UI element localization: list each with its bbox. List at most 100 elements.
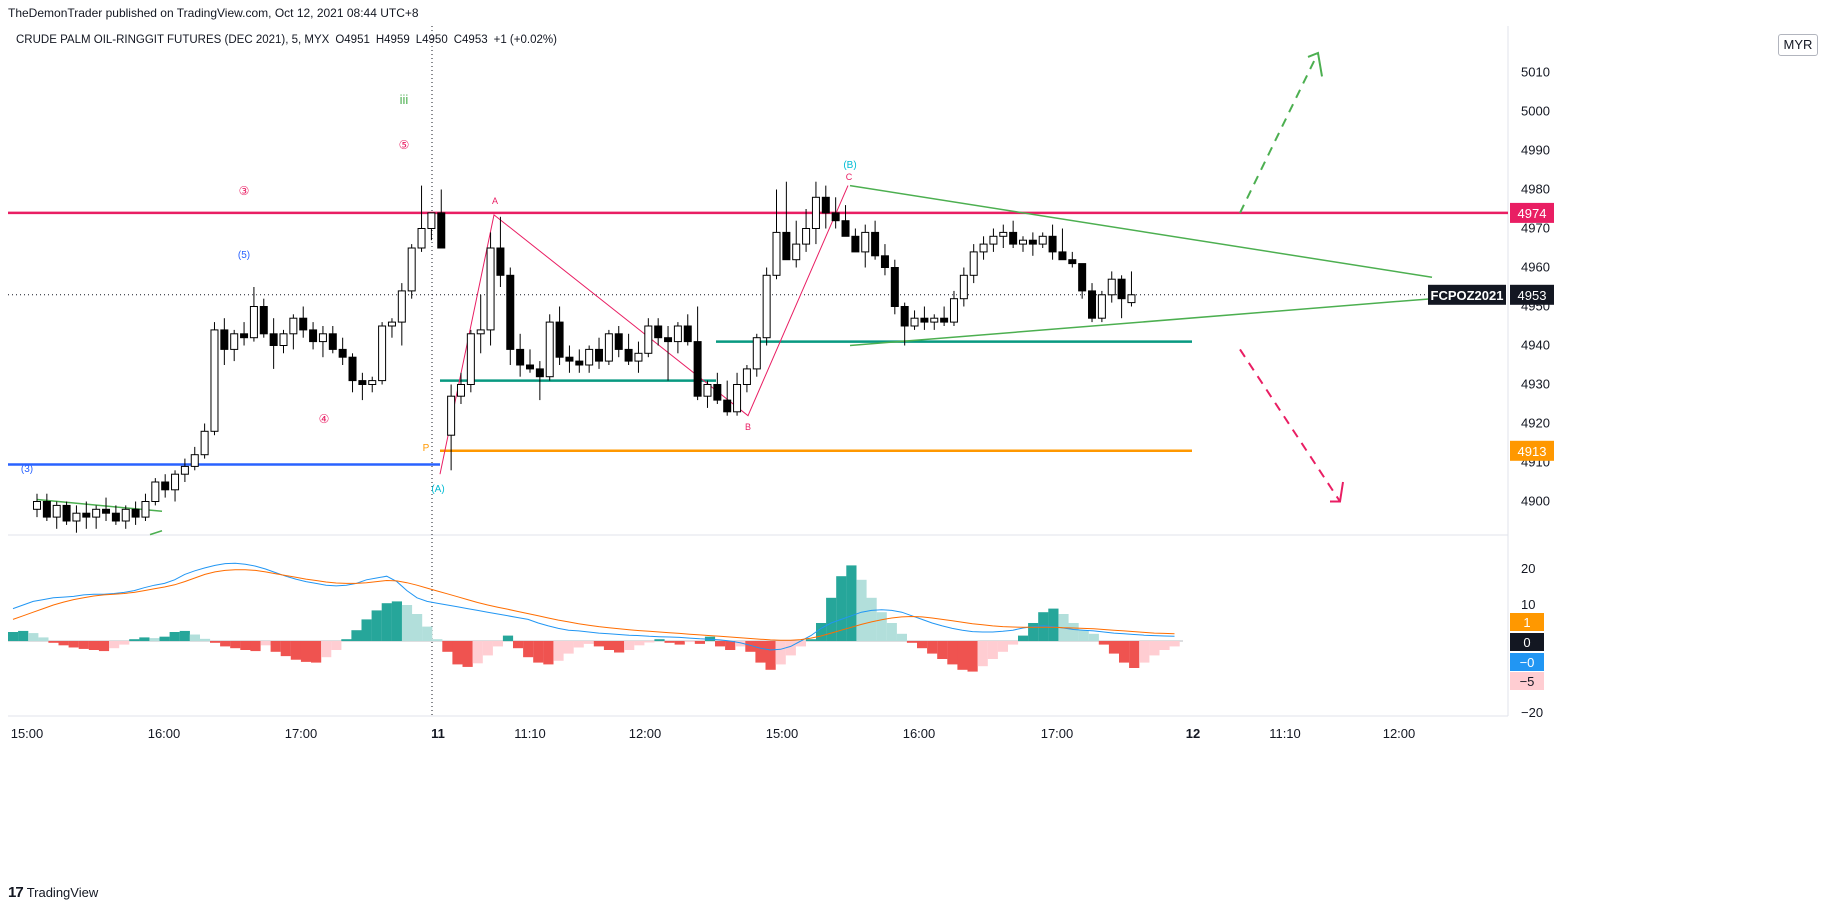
candle-body [634, 352, 643, 362]
macd-histogram-bar [199, 638, 211, 641]
wave-label-b: B [745, 422, 751, 432]
macd-histogram-bar [1048, 608, 1059, 641]
footer-brand[interactable]: 17 TradingView [8, 884, 98, 901]
symbol-name[interactable]: CRUDE PALM OIL-RINGGIT FUTURES (DEC 2021… [16, 34, 330, 46]
macd-histogram-bar [401, 605, 413, 641]
candle-body [1068, 259, 1077, 265]
macd-histogram-bar [220, 641, 231, 647]
candle-body [1038, 235, 1047, 245]
wave-label-iii: iii [400, 92, 409, 107]
candle-body [1107, 278, 1116, 296]
bear-projection-arrow [1239, 348, 1341, 503]
candle-body [190, 454, 199, 467]
macd-histogram-bar [533, 641, 544, 663]
macd-histogram-bar [432, 639, 443, 641]
macd-histogram-bar [816, 623, 827, 641]
macd-histogram-bar [492, 641, 503, 647]
macd-tick-label: 20 [1521, 561, 1535, 576]
wave-label-3: (3) [21, 464, 33, 475]
candle-body [595, 348, 604, 362]
candle-body [733, 384, 742, 413]
candle-body [782, 231, 791, 261]
price-tick-label: 4990 [1521, 143, 1550, 158]
bull-arrowhead [1307, 51, 1323, 77]
time-tick-label: 11 [431, 726, 445, 741]
symbol-label-box [1428, 284, 1506, 305]
macd-histogram-bar [523, 641, 534, 658]
macd-histogram-bar [654, 639, 665, 641]
macd-histogram-bar [189, 634, 200, 641]
currency-button[interactable]: MYR [1778, 34, 1818, 56]
macd-histogram-bar [906, 641, 918, 643]
candle-body [387, 321, 396, 327]
candle-body [940, 317, 949, 323]
wave-label-5: (5) [238, 250, 250, 261]
price-tick-label: 4930 [1521, 377, 1550, 392]
candle-body [496, 247, 505, 276]
macd-histogram-bar [482, 641, 493, 656]
wave-circle-3: ③ [239, 184, 250, 198]
candle-body [220, 329, 229, 350]
macd-histogram-bar [826, 597, 837, 641]
macd-histogram-bar [937, 641, 948, 659]
candle-body [1019, 239, 1027, 245]
macd-histogram-bar [1129, 641, 1140, 668]
macd-histogram-bar [250, 641, 261, 652]
wave-circle-4: ④ [319, 412, 330, 426]
macd-histogram-bar [38, 637, 49, 641]
candle-body [604, 333, 613, 362]
price-tick-label: 4940 [1521, 338, 1550, 353]
candle-body [516, 348, 525, 366]
macd-histogram-bar [280, 641, 291, 657]
macd-histogram-bar [88, 641, 99, 650]
wave-label-c: C [846, 172, 853, 182]
macd-histogram-bar [472, 641, 483, 664]
macd-histogram-bar [321, 641, 332, 658]
price-label: 4953 [1518, 288, 1547, 303]
candle-body [72, 512, 81, 522]
macd-histogram-bar [502, 635, 514, 641]
macd-histogram-bar [1018, 635, 1029, 641]
macd-histogram-bar [513, 641, 524, 649]
candle-body [1009, 231, 1018, 245]
macd-histogram-bar [1119, 641, 1130, 663]
candle-body [752, 337, 761, 370]
macd-histogram-bar [927, 641, 938, 654]
candle-body [269, 333, 278, 346]
candle-body [565, 356, 574, 362]
candle-body [466, 333, 475, 385]
macd-histogram-bar [48, 641, 59, 643]
macd-histogram-bar [563, 641, 574, 654]
time-tick-label: 12:00 [1383, 726, 1416, 741]
macd-histogram-bar [260, 641, 271, 646]
macd-histogram-bar [644, 641, 655, 643]
pivot-label: P [423, 443, 430, 454]
candle-body [1127, 294, 1136, 304]
macd-histogram-bar [422, 626, 433, 641]
macd-histogram-bar [573, 641, 584, 648]
macd-histogram-bar [735, 641, 746, 647]
annotations-layer: (3) (5) ③ ④ ⑤ iii P (A) A B (B)C [21, 92, 857, 495]
macd-label: −0 [1520, 655, 1535, 670]
publisher-line: TheDemonTrader published on TradingView.… [8, 6, 419, 20]
macd-histogram-bar [412, 614, 423, 641]
macd-label-box [1510, 653, 1544, 671]
macd-histogram-bar [240, 641, 251, 650]
macd-histogram-bar [967, 641, 978, 672]
macd-histogram-bar [583, 641, 594, 644]
candle-body [230, 333, 239, 350]
candle-body [1078, 263, 1087, 292]
wave-circle-5: ⑤ [399, 138, 410, 152]
macd-histogram-bar [997, 641, 1008, 652]
wave-label-b-major: (B) [843, 160, 856, 171]
candle-body [92, 508, 101, 518]
macd-tick-label: −20 [1521, 705, 1543, 720]
macd-histogram-bar [391, 601, 402, 641]
candle-body [121, 508, 130, 522]
macd-histogram-bar [210, 641, 221, 643]
low-value: L4950 [415, 34, 448, 46]
macd-histogram-bar [765, 641, 776, 670]
candle-body [161, 481, 170, 491]
tradingview-logo-icon: 17 [8, 884, 24, 901]
